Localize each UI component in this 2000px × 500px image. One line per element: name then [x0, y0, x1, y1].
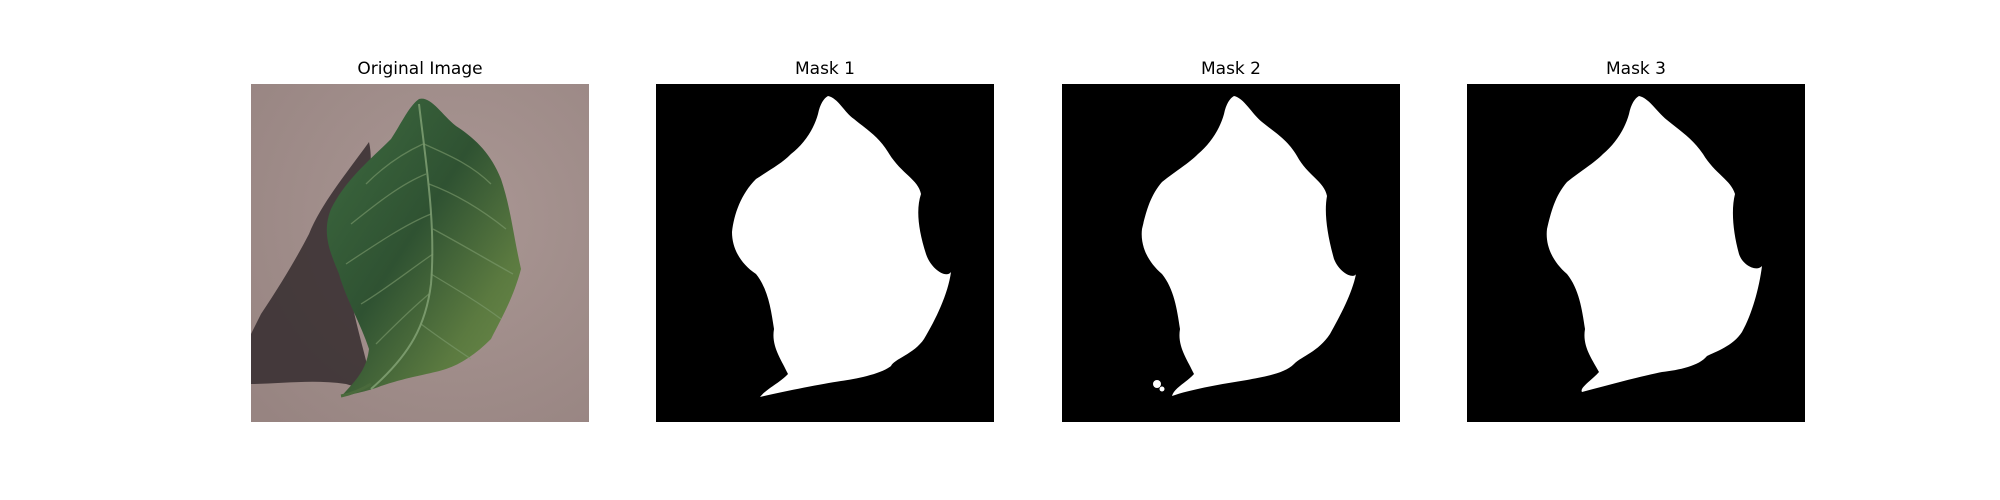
panel-title: Mask 2 — [1200, 59, 1261, 79]
mask-3-image — [1467, 84, 1805, 422]
panel-title: Original Image — [357, 59, 483, 79]
mask-2-image — [1062, 84, 1400, 422]
mask-2-shape — [1141, 96, 1356, 396]
mask-1-image — [656, 84, 994, 422]
mask-2-speck — [1225, 272, 1229, 276]
panel-title: Mask 3 — [1605, 59, 1666, 79]
leaf-stem — [340, 382, 372, 398]
leaf-photo — [251, 84, 589, 422]
mask-2-speck — [1159, 386, 1165, 392]
mask-3-shape — [1546, 96, 1762, 392]
mask-1-shape — [732, 96, 951, 397]
leaf-veins — [345, 143, 514, 360]
mask-2-speck — [1153, 380, 1161, 388]
leaf-midrib — [370, 103, 434, 390]
leaf — [326, 98, 521, 398]
panel-title: Mask 1 — [794, 59, 855, 79]
